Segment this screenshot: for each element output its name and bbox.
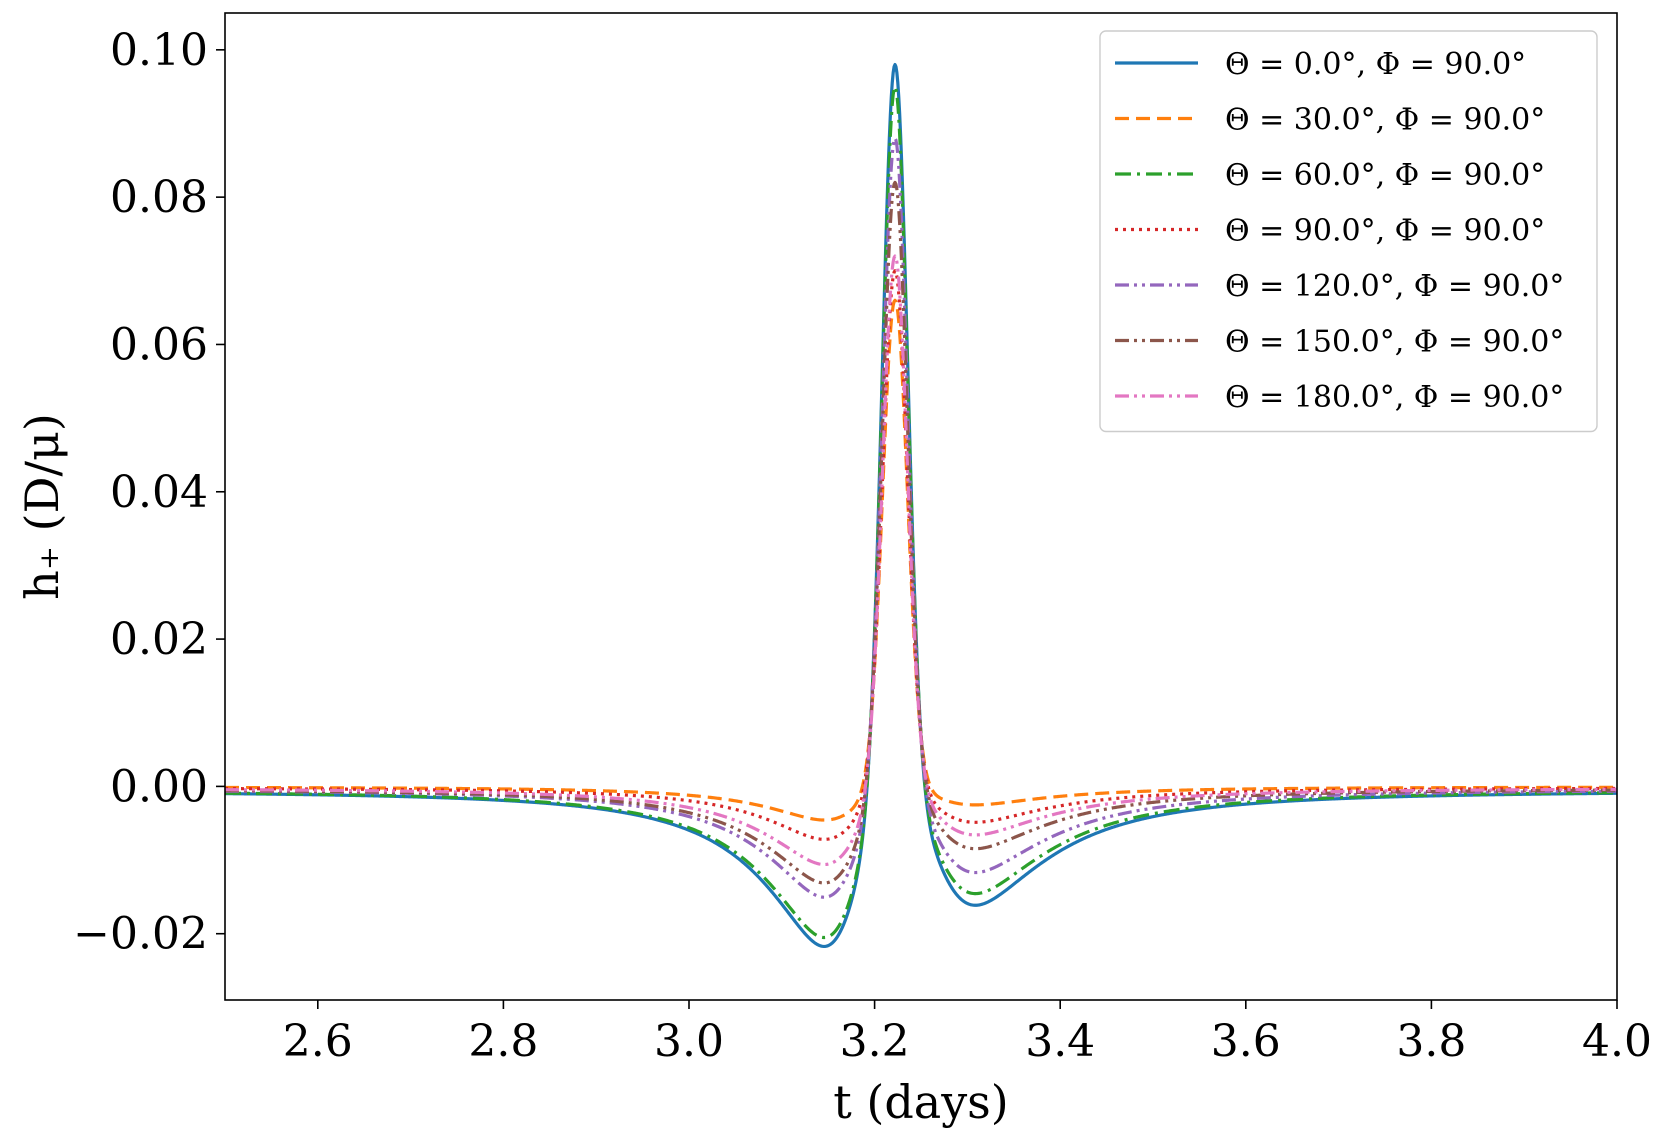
x-tick-label: 2.6 [283, 1016, 353, 1067]
series-line-3 [224, 269, 1618, 841]
x-tick-label: 3.2 [840, 1016, 910, 1067]
series-line-2 [224, 85, 1618, 940]
y-tick-label: −0.02 [73, 909, 208, 960]
y-axis-label: h₊ (D/μ) [15, 413, 69, 600]
legend: Θ = 0.0°, Φ = 90.0° Θ = 30.0°, Φ = 90.0° Θ… [1099, 30, 1598, 433]
legend-label-4: Θ = 120.0°, Φ = 90.0° [1225, 269, 1564, 304]
x-tick-label: 4.0 [1582, 1016, 1652, 1067]
y-tick-label: 0.08 [110, 172, 208, 223]
y-tick-label: 0.02 [110, 614, 208, 665]
plot-frame [224, 12, 1618, 1001]
legend-label-5: Θ = 150.0°, Φ = 90.0° [1225, 325, 1564, 360]
x-tick-label: 2.8 [468, 1016, 538, 1067]
x-tick-label: 3.0 [654, 1016, 724, 1067]
series-line-6 [224, 254, 1618, 867]
x-axis-label: t (days) [833, 1075, 1008, 1129]
y-tick-label: 0.06 [110, 319, 208, 370]
legend-box [1099, 30, 1598, 433]
x-tick-label: 3.8 [1396, 1016, 1466, 1067]
axis-ticks: 2.6 2.8 3.0 3.2 3.4 3.6 3.8 4.0 −0.02 0.00 0.02 0.0… [73, 25, 1652, 1067]
legend-label-3: Θ = 90.0°, Φ = 90.0° [1225, 214, 1545, 249]
legend-label-0: Θ = 0.0°, Φ = 90.0° [1225, 47, 1526, 82]
y-tick-label: 0.00 [110, 761, 208, 812]
y-tick-label: 0.04 [110, 467, 208, 518]
y-tick-label: 0.10 [110, 25, 208, 76]
x-tick-label: 3.4 [1025, 1016, 1095, 1067]
legend-label-6: Θ = 180.0°, Φ = 90.0° [1225, 380, 1564, 415]
legend-label-2: Θ = 60.0°, Φ = 90.0° [1225, 158, 1545, 193]
series-lines [224, 62, 1618, 949]
legend-label-1: Θ = 30.0°, Φ = 90.0° [1225, 103, 1545, 138]
x-tick-label: 3.6 [1211, 1016, 1281, 1067]
